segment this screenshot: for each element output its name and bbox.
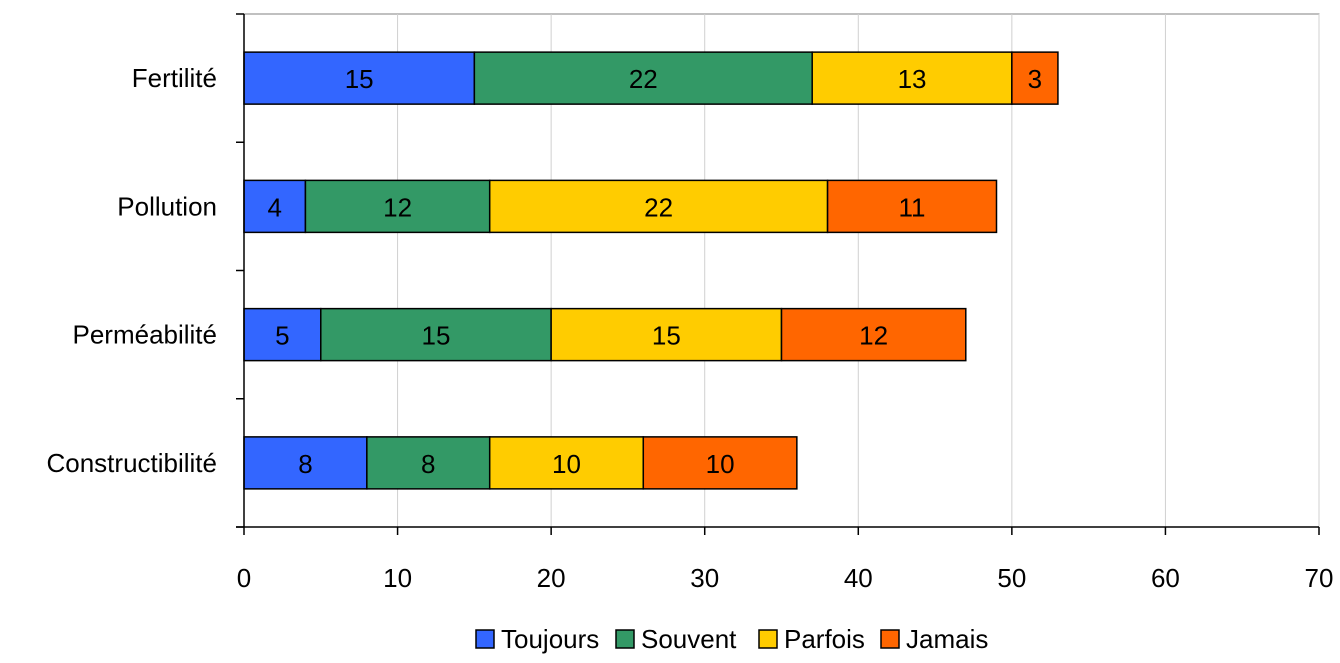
data-label: 3 [1028, 64, 1042, 94]
legend: Toujours Souvent Parfois Jamais [475, 624, 988, 654]
data-label: 22 [644, 192, 673, 222]
legend-swatch-toujours [475, 629, 495, 649]
bar-parfois-1 [811, 51, 1013, 105]
data-label: 10 [552, 449, 581, 479]
bar-jamais-2 [826, 179, 998, 234]
category-label: Perméabilité [72, 320, 217, 350]
bar-parfois-3 [550, 307, 783, 362]
legend-label-toujours: Toujours [501, 624, 599, 654]
data-label: 22 [629, 64, 658, 94]
data-label: 8 [421, 449, 435, 479]
bar-toujours-4 [243, 436, 368, 490]
x-tick-label: 40 [844, 563, 873, 593]
bar-toujours-1 [243, 51, 476, 105]
bar-jamais-4 [642, 436, 798, 490]
data-label: 15 [652, 321, 681, 351]
legend-swatch-souvent [615, 629, 635, 649]
bars: 15 22 13 3 4 12 22 11 5 15 15 12 8 8 10 10 [243, 51, 1059, 490]
data-label: 10 [706, 449, 735, 479]
x-tick-label: 70 [1305, 563, 1334, 593]
x-tick-label: 10 [383, 563, 412, 593]
x-tick-label: 60 [1151, 563, 1180, 593]
bar-souvent-1 [473, 51, 813, 105]
legend-label-parfois: Parfois [784, 624, 865, 654]
bar-jamais-1 [1011, 51, 1059, 105]
data-label: 13 [898, 64, 927, 94]
x-tick-label: 30 [690, 563, 719, 593]
data-label: 5 [275, 321, 289, 351]
data-label: 15 [345, 64, 374, 94]
category-label: Constructibilité [46, 448, 217, 478]
x-tick-label: 20 [537, 563, 566, 593]
data-label: 15 [422, 321, 451, 351]
bar-toujours-3 [243, 307, 322, 362]
legend-label-souvent: Souvent [641, 624, 737, 654]
data-label: 12 [859, 321, 888, 351]
category-label: Fertilité [132, 63, 217, 93]
data-label: 11 [899, 192, 926, 222]
axes: Fertilité Pollution Perméabilité Constructi… [46, 13, 1334, 593]
bar-jamais-3 [780, 307, 967, 362]
x-tick-label: 50 [997, 563, 1026, 593]
legend-swatch-parfois [758, 629, 778, 649]
data-label: 8 [298, 449, 312, 479]
category-label: Pollution [117, 191, 217, 221]
legend-label-jamais: Jamais [906, 624, 988, 654]
data-label: 12 [383, 192, 412, 222]
x-tick-label: 0 [237, 563, 251, 593]
data-label: 4 [267, 192, 281, 222]
legend-swatch-jamais [880, 629, 900, 649]
bar-souvent-3 [320, 307, 552, 362]
